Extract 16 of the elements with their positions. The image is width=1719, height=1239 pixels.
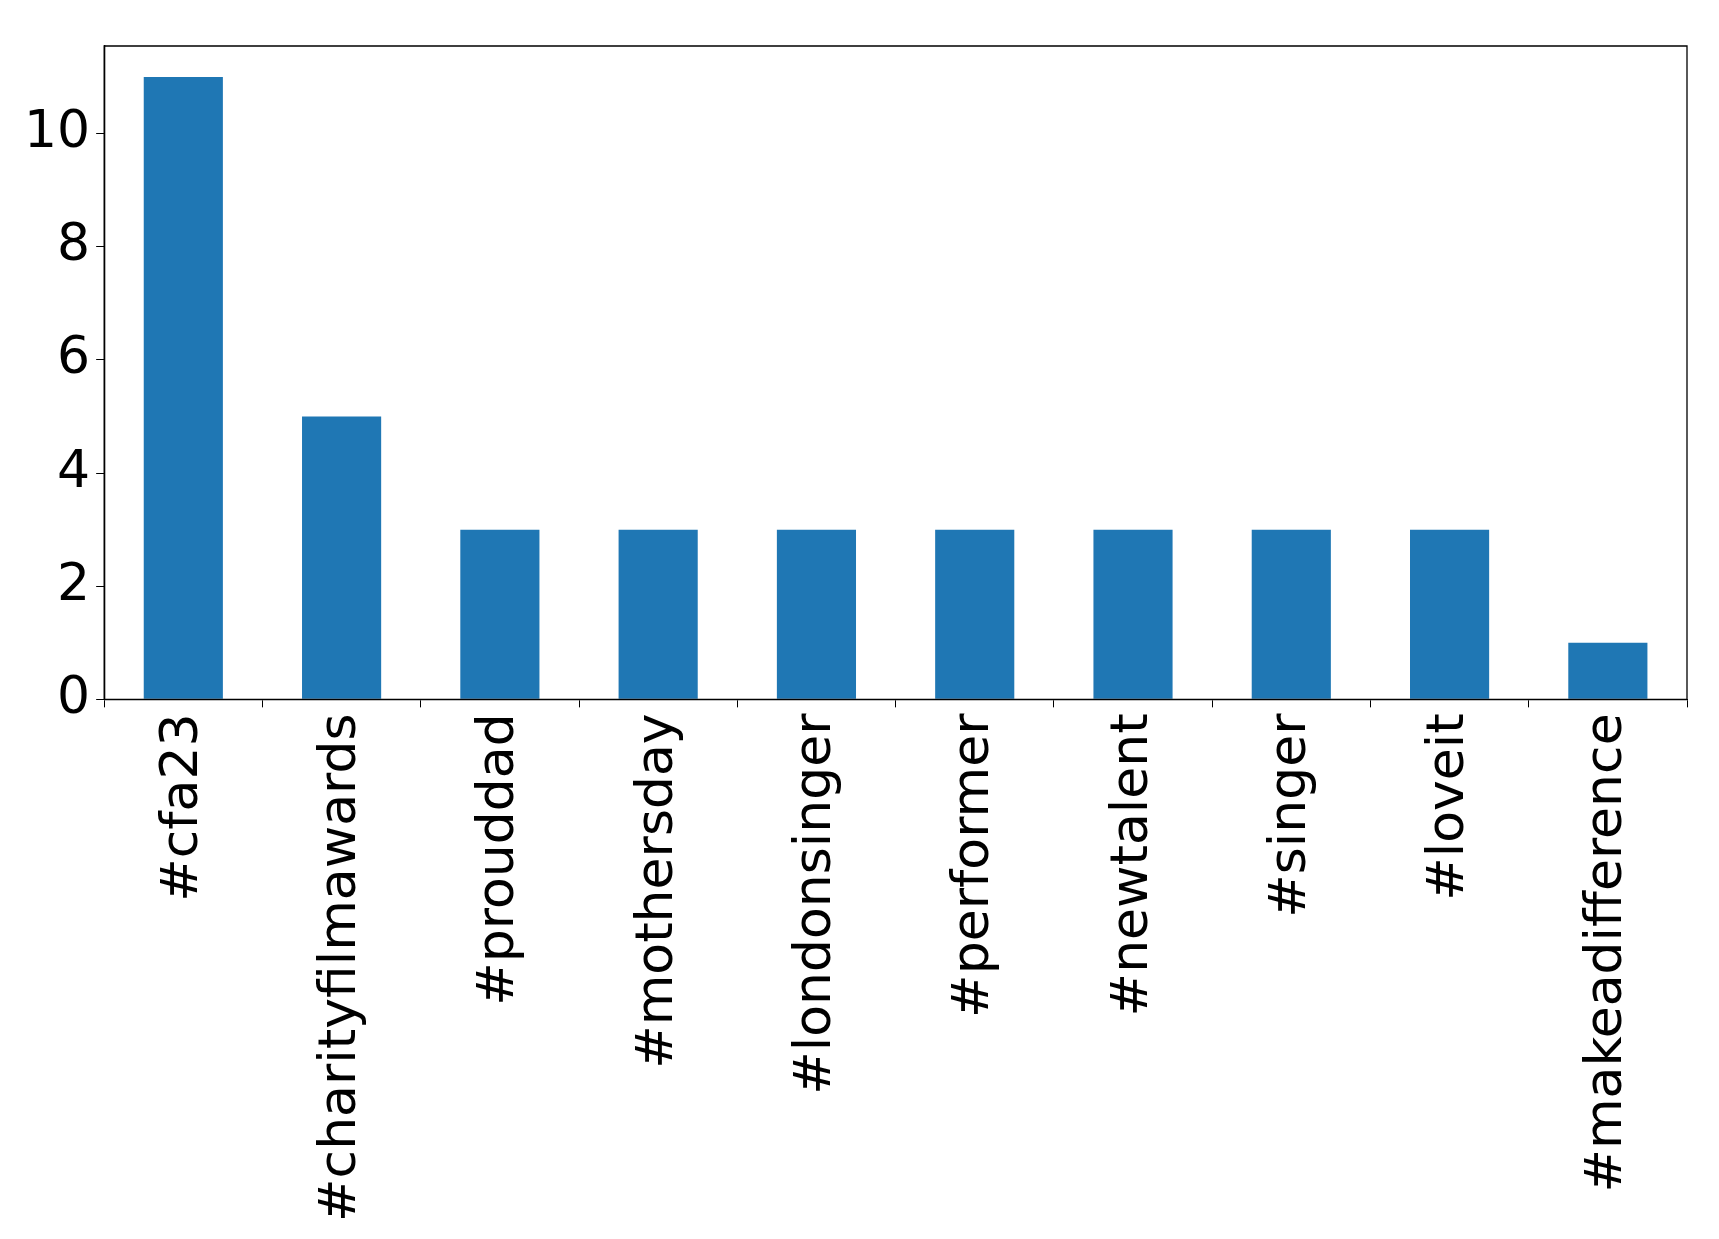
x-tick-label: #mothersday (623, 713, 684, 1069)
x-tick-label: #performer (940, 712, 1001, 1018)
y-tick-label: 0 (57, 664, 91, 725)
x-tick-label: #loveit (1415, 713, 1476, 901)
y-tick-label: 2 (57, 551, 91, 612)
x-tick-label: #newtalent (1098, 713, 1159, 1017)
x-tick-label: #prouddad (465, 713, 526, 1006)
y-tick-label: 6 (57, 325, 91, 386)
x-tick-label: #londonsinger (781, 712, 842, 1095)
x-tick-label: #singer (1256, 712, 1317, 918)
x-tick-label: #makeadifference (1573, 713, 1634, 1193)
y-tick-label: 8 (57, 212, 91, 273)
y-tick-label: 4 (57, 438, 91, 499)
y-tick-label: 10 (24, 99, 91, 160)
x-tick-label: #cfa23 (148, 713, 209, 902)
x-tick-label: #charityfilmawards (307, 713, 368, 1223)
